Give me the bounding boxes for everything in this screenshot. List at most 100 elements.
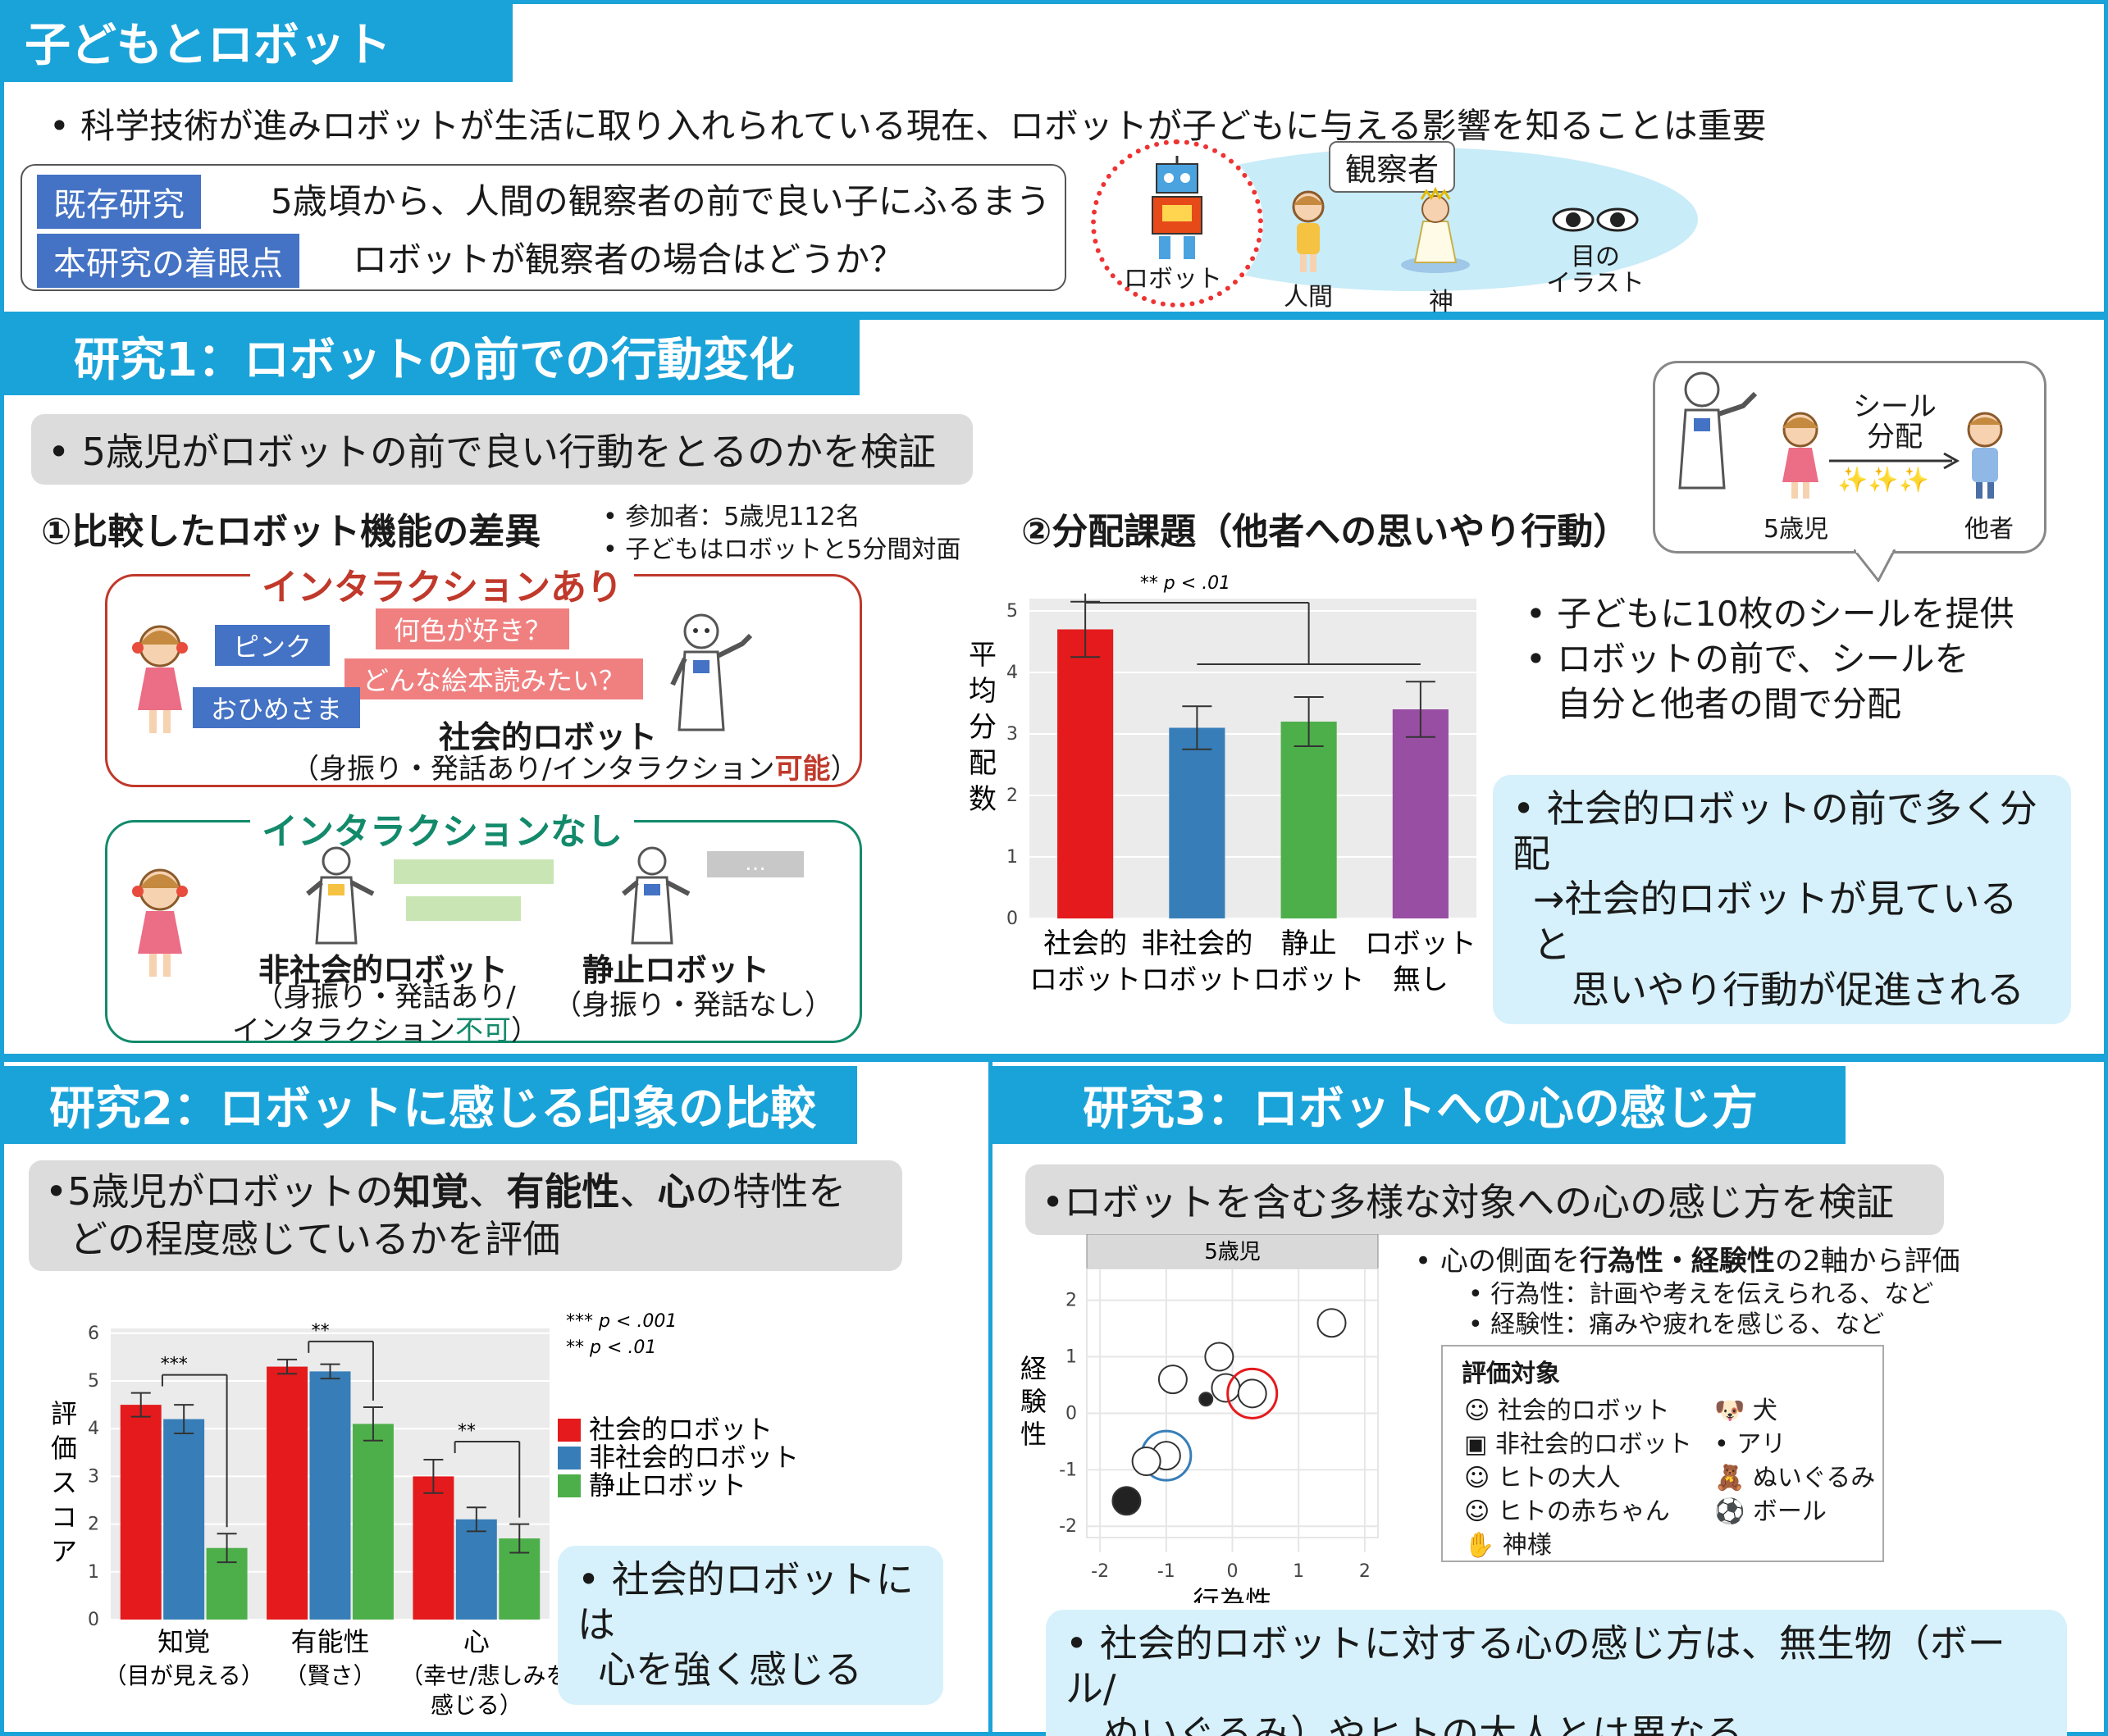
god-icon (1401, 186, 1470, 273)
study1-result-1: • 社会的ロボットの前で多く分配 (1513, 786, 2037, 877)
y-axis-label: 評価スコア (51, 1398, 77, 1567)
study1-result-2: →社会的ロボットが見ていると (1533, 877, 2018, 967)
child-icon-yes (132, 625, 188, 733)
eyes-icon (1552, 207, 1639, 232)
legend-marker-icon: ✋ (1464, 1531, 1503, 1560)
data-point (1131, 1447, 1161, 1476)
bar (120, 1405, 162, 1620)
eyes-label-2: イラスト (1546, 268, 1645, 298)
study2-result: • 社会的ロボットには 心を強く感じる (558, 1546, 943, 1705)
legend-item: ☺ 社会的ロボット (1464, 1390, 1670, 1426)
x-tick-label: 心 (463, 1626, 490, 1657)
axes-c: の2軸から評価 (1774, 1245, 1960, 1278)
goal-1f: 心 (657, 1169, 696, 1214)
x-tick-label: ロボット (1141, 964, 1252, 996)
study3-axes: • 心の側面を行為性・経験性の2軸から評価 (1415, 1238, 1960, 1278)
x-tick-label: 有能性 (290, 1626, 369, 1657)
bar (1280, 722, 1337, 918)
significance-note: *** p < .001 (566, 1311, 677, 1332)
target-legend-box (1441, 1345, 1884, 1562)
x-tick-label: -1 (1157, 1561, 1175, 1582)
task-bullet-1: • 子どもに10枚のシールを提供 (1526, 594, 2014, 634)
legend-item: 🐶 犬 (1714, 1390, 1777, 1426)
eyes-label: 目の イラスト (1546, 244, 1645, 296)
intro-header: 子どもとロボット (0, 0, 513, 82)
y-tick-label: 3 (1006, 724, 1018, 745)
study2-result-2: 心を強く感じる (598, 1647, 862, 1693)
bubble-princess: おひめさま (193, 687, 361, 728)
focus-text: ロボットが観察者の場合はどうか？ (353, 239, 905, 280)
x-tick-label: 静止 (1281, 927, 1337, 960)
data-point (1316, 1308, 1347, 1338)
child-icon-no (132, 868, 188, 977)
study3-title: 研究3：ロボットへの心の感じ方 (1083, 1082, 1758, 1136)
x-tick-label: ロボット (1253, 964, 1365, 996)
goal-1a: •5歳児がロボットの (45, 1169, 394, 1214)
legend-swatch (558, 1447, 581, 1469)
y-tick-label: 4 (88, 1419, 99, 1439)
experience-def: • 経験性：痛みや疲れを感じる、など (1468, 1310, 1885, 1339)
legend-label: ヒトの赤ちゃん (1497, 1497, 1670, 1526)
legend-marker-icon: ▣ (1464, 1430, 1495, 1459)
callout-tail (1854, 549, 1896, 582)
study1-header: 研究1：ロボットの前での行動変化 (0, 317, 860, 395)
axes-a: • 心の側面を (1415, 1245, 1580, 1278)
study3-header: 研究3：ロボットへの心の感じ方 (992, 1066, 1846, 1144)
x-tick-sublabel: （幸せ/悲しみを (400, 1662, 568, 1689)
social-robot-label: 社会的ロボット (439, 719, 658, 755)
child-icon-callout (1782, 412, 1818, 499)
inter-no-title: インタラクションなし (250, 802, 634, 854)
agency-def: • 行為性：計画や考えを伝えられる、など (1468, 1280, 1934, 1309)
inter-yes-title: インタラクションあり (250, 558, 634, 610)
x-tick-label: 社会的 (1043, 927, 1127, 960)
focus-tag: 本研究の着眼点 (37, 234, 299, 288)
nonsocial-robot-desc: （身振り・発話あり/ インタラクション不可） (213, 981, 558, 1048)
legend-item: ✋ 神様 (1464, 1524, 1552, 1561)
x-tick-label: ロボット (1365, 927, 1476, 960)
bubble-book: どんな絵本読みたい？ (344, 658, 644, 699)
goal-1d: 有能性 (506, 1169, 620, 1214)
bar (1392, 709, 1449, 918)
x-tick-sublabel: （目が見える） (104, 1662, 264, 1689)
y-tick-label: 3 (88, 1466, 99, 1487)
significance-note: ** p < .01 (566, 1337, 656, 1358)
y-tick-label: 0 (88, 1610, 99, 1630)
toy-robot-icon (1152, 156, 1202, 259)
highlight-ring (1226, 1367, 1279, 1419)
sticker-label-1: シール (1853, 390, 1937, 423)
data-point (1211, 1373, 1241, 1403)
y-tick-label: 6 (88, 1324, 99, 1344)
nonsocial-desc-2b: 不可 (455, 1014, 511, 1047)
data-point (1198, 1392, 1214, 1407)
legend-marker-icon: ⚽ (1714, 1497, 1753, 1526)
speech-bar-2 (406, 896, 521, 921)
legend-item: 🧸 ぬいぐるみ (1714, 1457, 1875, 1493)
nonsocial-desc-line2: インタラクション不可） (213, 1014, 558, 1048)
nonsocial-desc-2c: ） (511, 1014, 539, 1047)
bar (413, 1476, 454, 1620)
legend-marker-icon: ☺ (1464, 1464, 1498, 1492)
static-robot-desc: （身振り・発話なし） (554, 989, 833, 1022)
bar (1169, 727, 1225, 918)
data-point (1204, 1342, 1234, 1372)
session-note: • 子どもはロボットと5分間対面 (603, 535, 961, 564)
x-tick-label: 1 (1293, 1561, 1304, 1582)
arrow-right-icon (1829, 452, 1960, 470)
y-tick-label: 2 (1065, 1291, 1077, 1311)
legend-item: ☺ ヒトの大人 (1464, 1457, 1621, 1493)
sparkle-icon: ✨✨✨ (1837, 466, 1930, 494)
ellipsis-bubble: … (707, 851, 804, 877)
y-tick-label: 5 (1006, 601, 1018, 622)
facet-title: 5歳児 (1204, 1240, 1261, 1264)
x-tick-label: 知覚 (157, 1626, 210, 1657)
data-point (1237, 1378, 1267, 1409)
x-tick-label: 0 (1227, 1561, 1239, 1582)
legend-item: • アリ (1714, 1424, 1786, 1460)
y-tick-label: 5 (88, 1371, 99, 1392)
y-tick-label: 0 (1065, 1403, 1077, 1424)
other-label: 他者 (1964, 515, 2014, 544)
significance-annotation: ** (458, 1421, 476, 1442)
study2-goal: •5歳児がロボットの知覚、有能性、心の特性を どの程度感じているかを評価 (29, 1160, 902, 1271)
legend-item: ⚽ ボール (1714, 1491, 1827, 1527)
